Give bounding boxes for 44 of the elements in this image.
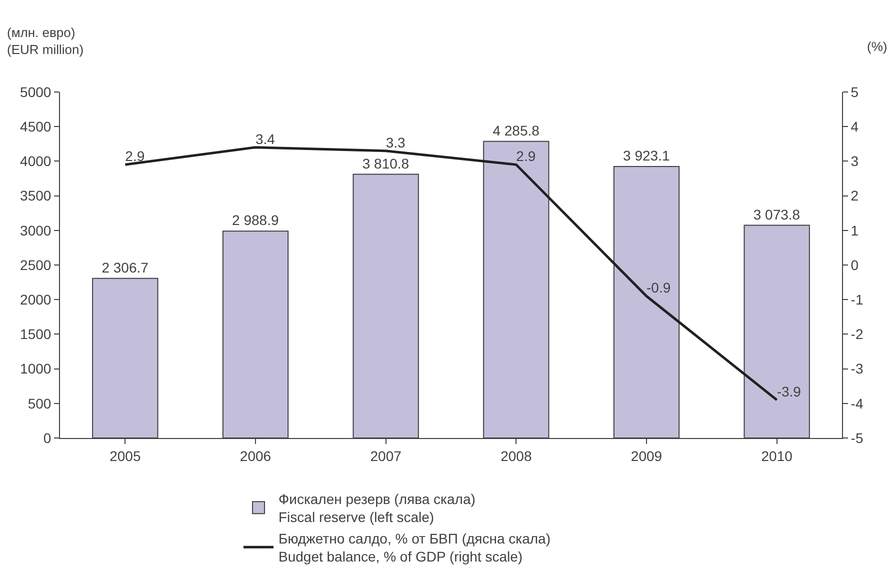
y-tick-label: 3500 — [20, 188, 52, 204]
y-tick-label: 3000 — [20, 222, 52, 238]
data-label: 3 810.8 — [362, 155, 410, 172]
y-tick-label: 1000 — [20, 360, 52, 377]
legend-label: Фискален резерв (лява скала) Fiscal reserve (left scale) — [278, 491, 476, 526]
x-tick-label: 2009 — [630, 448, 662, 464]
y2-tick-label: 5 — [850, 84, 859, 100]
legend-label: Бюджетно салдо, % от БВП (дясна скала) Budget balance, % of GDP (right scale) — [278, 530, 550, 565]
data-label: 2 306.7 — [102, 259, 149, 276]
y2-tick-label: 3 — [850, 153, 859, 170]
x-tick-label: 2010 — [761, 448, 793, 464]
y2-axis-title: (%) — [867, 39, 888, 54]
y2-tick-label: -2 — [850, 326, 864, 342]
data-label: 3.4 — [256, 130, 276, 147]
y-tick-label: 0 — [43, 430, 52, 446]
data-label: 2.9 — [516, 148, 536, 164]
y-tick-label: 1500 — [20, 326, 52, 342]
data-label: 3 923.1 — [623, 148, 670, 164]
y2-tick-label: 2 — [850, 188, 859, 204]
data-label: 3.3 — [386, 134, 406, 150]
data-label: 2.9 — [125, 148, 145, 164]
y2-tick-label: 1 — [850, 222, 859, 238]
x-tick-label: 2006 — [240, 448, 272, 464]
data-label: -3.9 — [776, 383, 802, 400]
data-label: 3 073.8 — [753, 206, 800, 222]
data-label: -0.9 — [646, 280, 671, 296]
y-tick-label: 500 — [28, 395, 52, 412]
y2-tick-label: -3 — [850, 360, 864, 377]
y2-tick-label: -1 — [850, 292, 864, 308]
y-tick-label: 4000 — [20, 153, 52, 170]
x-tick-label: 2007 — [370, 448, 402, 464]
x-tick-label: 2005 — [110, 448, 141, 464]
y-tick-label: 2000 — [20, 292, 52, 308]
y-tick-label: 2500 — [20, 256, 52, 273]
y2-tick-label: 0 — [850, 256, 859, 273]
x-tick-label: 2008 — [500, 448, 532, 464]
y-tick-label: 4500 — [20, 118, 52, 134]
y-tick-label: 5000 — [20, 84, 52, 100]
data-label: 4 285.8 — [492, 122, 540, 138]
y2-tick-label: -4 — [850, 395, 864, 412]
y2-tick-label: 4 — [850, 118, 859, 134]
y2-tick-label: -5 — [850, 430, 864, 446]
y-axis-title: (млн. евро) (EUR million) — [7, 25, 84, 57]
data-label: 2 988.9 — [232, 212, 279, 228]
